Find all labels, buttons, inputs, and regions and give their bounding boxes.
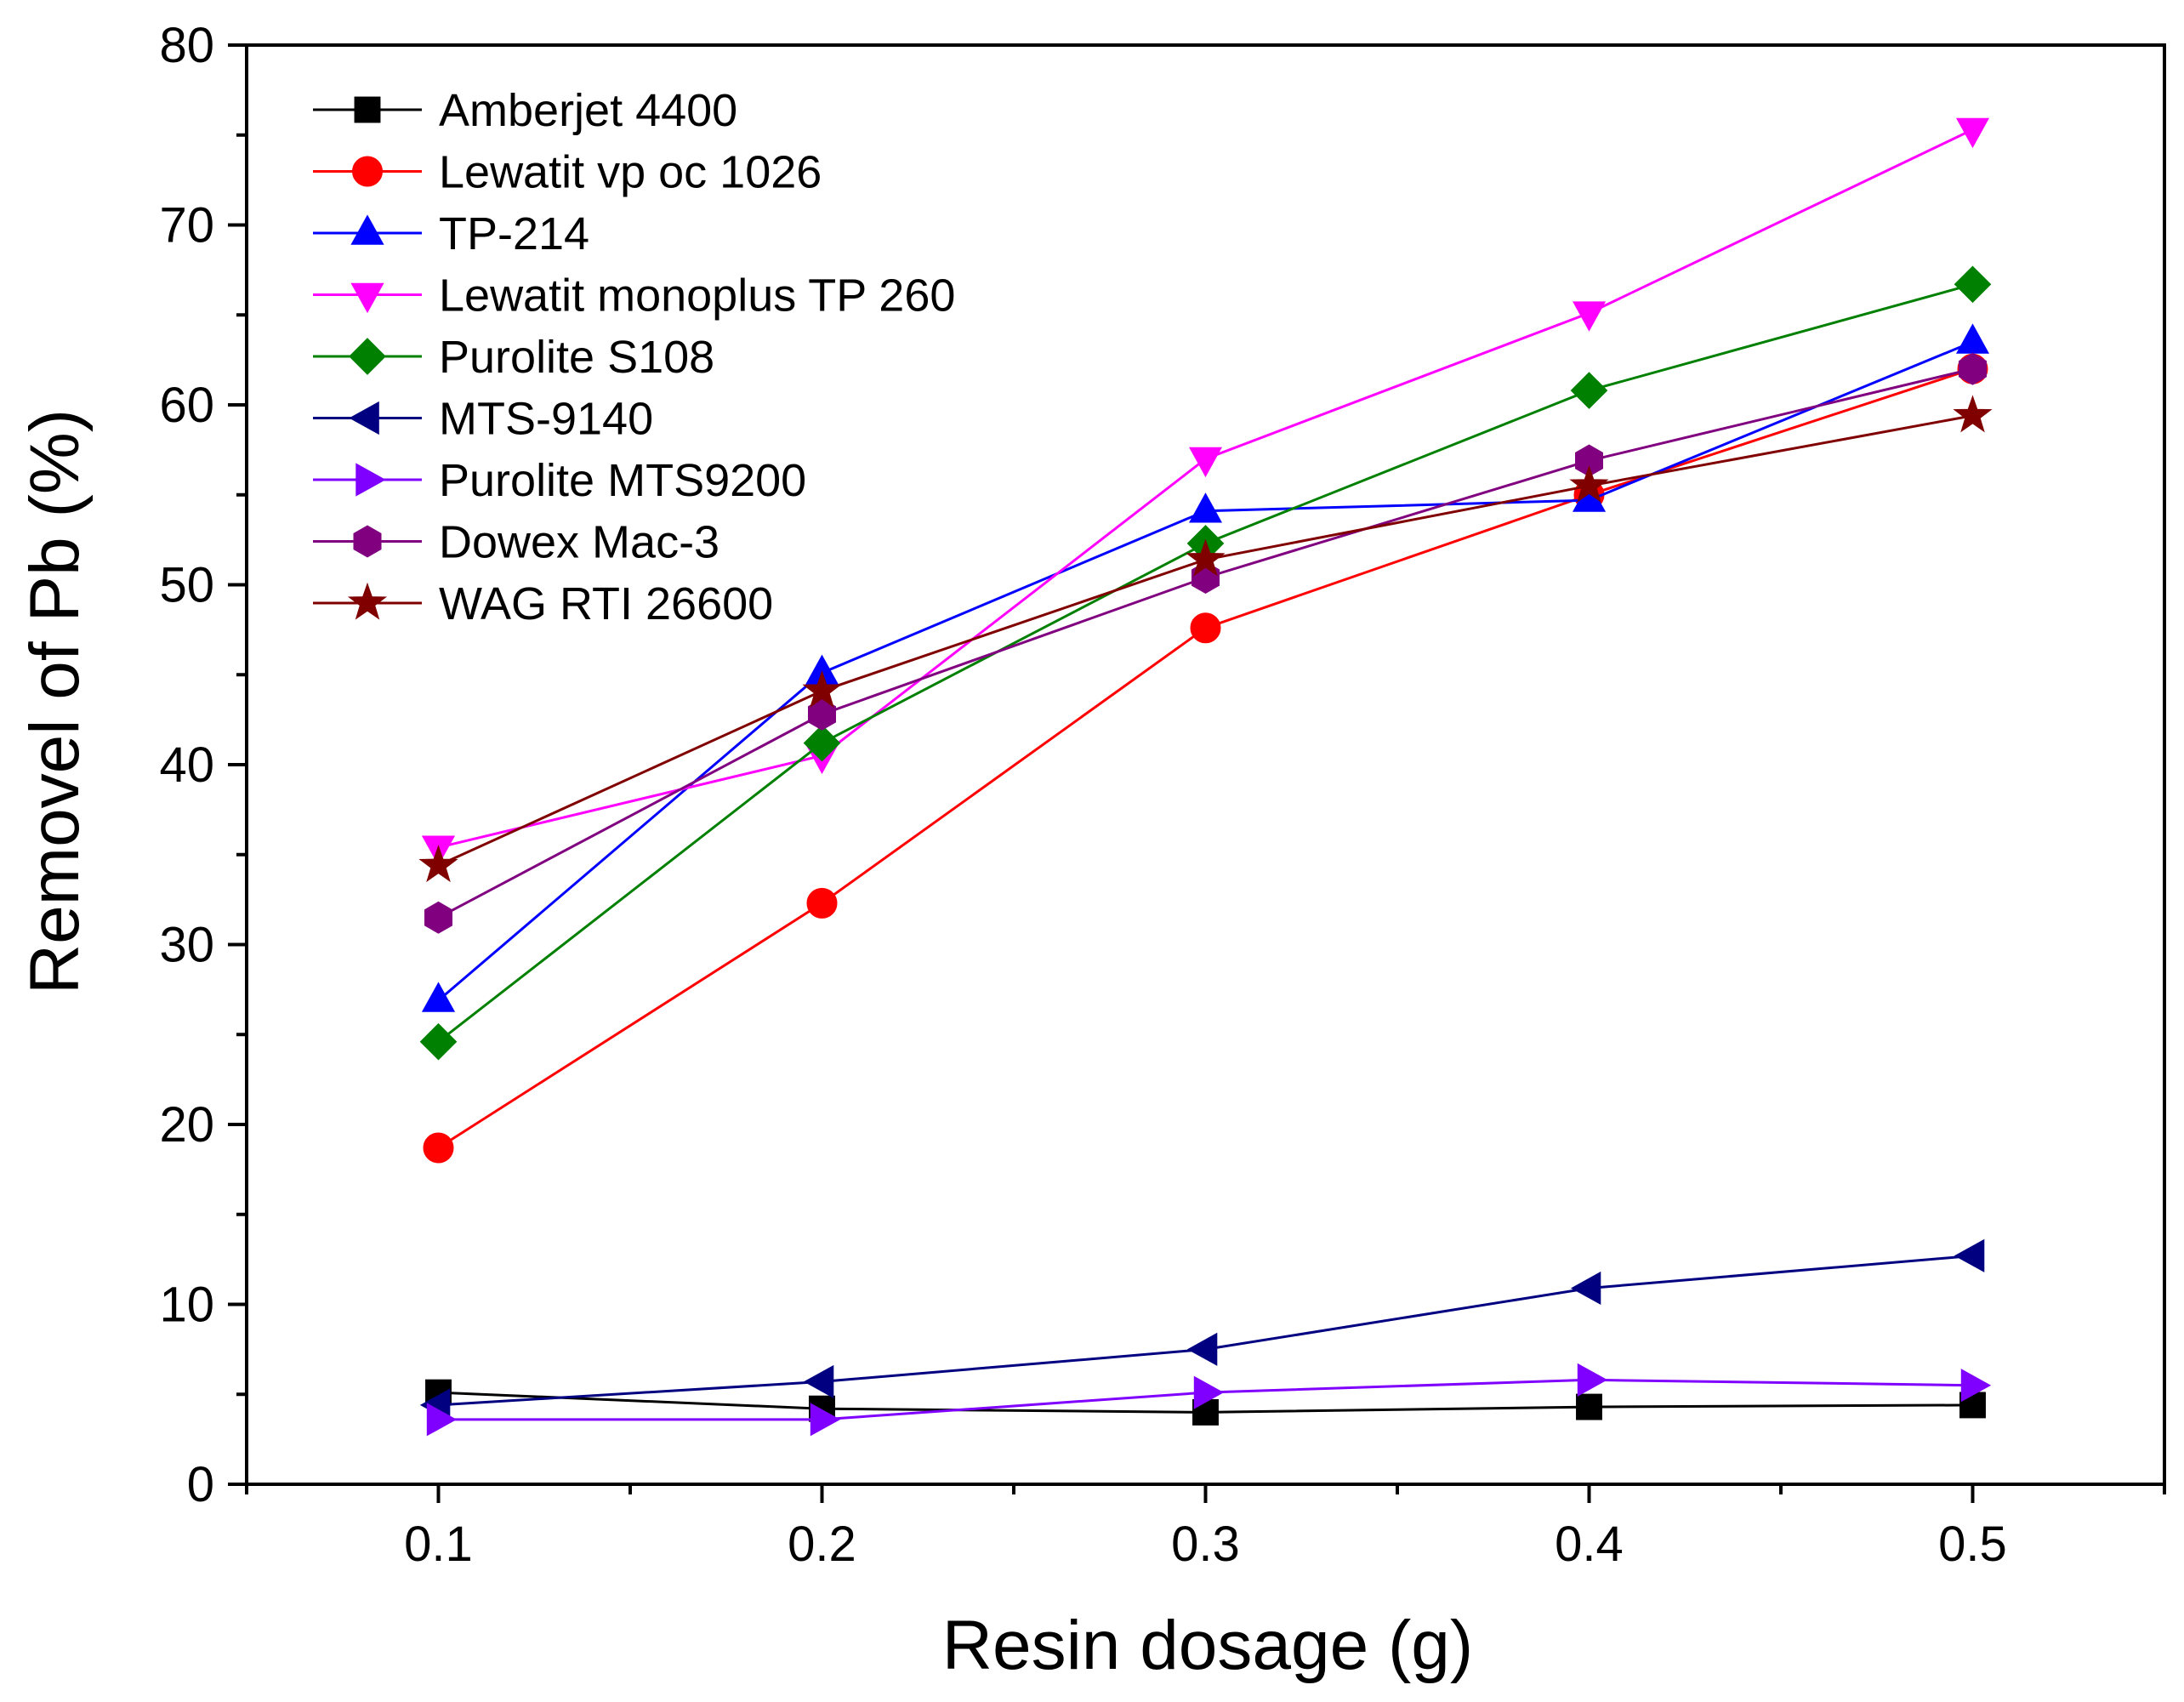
- legend-entry: Purolite MTS9200: [313, 455, 806, 506]
- legend-marker: [355, 463, 386, 497]
- data-point: [426, 1403, 458, 1437]
- legend-marker: [354, 96, 381, 123]
- data-point: [1186, 1332, 1218, 1366]
- series-purolite-mts9200: [426, 1363, 1992, 1437]
- series-dowex-mac-3: [424, 352, 1987, 934]
- data-point: [1190, 612, 1221, 644]
- data-point: [418, 845, 458, 883]
- y-tick-label: 20: [159, 1097, 214, 1153]
- data-point: [1576, 1393, 1602, 1420]
- legend-entry: Purolite S108: [313, 332, 714, 383]
- data-point: [1960, 1369, 1992, 1403]
- series-lewatit-monoplus-tp-260: [421, 117, 1989, 866]
- data-point: [421, 982, 456, 1012]
- data-point: [803, 724, 841, 762]
- series-amberjet-4400: [425, 1379, 1986, 1426]
- legend-label: Lewatit vp oc 1026: [439, 147, 822, 198]
- legend-marker: [352, 156, 383, 187]
- x-tick-label: 0.5: [1938, 1517, 2007, 1572]
- y-tick-label: 80: [159, 18, 214, 73]
- series-purolite-s108: [419, 265, 1992, 1061]
- data-point: [419, 1022, 458, 1061]
- plot-frame: [245, 43, 2166, 1486]
- data-point: [423, 1132, 454, 1164]
- data-point: [1954, 1238, 1985, 1272]
- y-tick-label: 0: [187, 1457, 214, 1512]
- y-tick-label: 40: [159, 737, 214, 793]
- data-point: [1189, 447, 1222, 478]
- series-line: [437, 340, 1974, 1002]
- y-tick-label: 60: [159, 378, 214, 433]
- legend-label: TP-214: [439, 208, 589, 259]
- y-tick-label: 50: [159, 558, 214, 613]
- data-point: [1956, 117, 1989, 149]
- legend-entry: Lewatit monoplus TP 260: [313, 270, 955, 322]
- y-tick-label: 30: [159, 918, 214, 973]
- y-tick-label: 70: [159, 198, 214, 253]
- legend-label: Lewatit monoplus TP 260: [439, 270, 955, 322]
- legend-entry: MTS-9140: [313, 394, 653, 445]
- data-point: [806, 887, 838, 919]
- legend-label: Purolite MTS9200: [439, 455, 806, 506]
- data-point: [808, 697, 836, 731]
- data-point: [1953, 395, 1993, 433]
- series-tp-214: [421, 323, 1989, 1012]
- legend-entry: TP-214: [313, 208, 589, 259]
- legend-entry: Amberjet 4400: [313, 85, 737, 136]
- series-line: [437, 282, 1973, 1043]
- legend-marker: [349, 338, 386, 375]
- data-point: [1959, 352, 1987, 385]
- x-tick-label: 0.4: [1555, 1517, 1624, 1572]
- legend-label: WAG RTI 26600: [439, 578, 773, 629]
- legend-entry: Dowex Mac-3: [313, 517, 719, 568]
- legend-entry: WAG RTI 26600: [313, 578, 773, 629]
- x-tick-label: 0.1: [404, 1517, 473, 1572]
- axes: 0 10 20 30 40 50 60 70 80 0.1 0.2 0.3 0.4 0.5: [159, 18, 2166, 1572]
- legend: Amberjet 4400 Lewatit vp oc 1026 TP-214 Lew…: [313, 85, 955, 629]
- legend-marker: [353, 525, 382, 558]
- data-point: [1193, 1375, 1225, 1409]
- legend-label: Amberjet 4400: [439, 85, 737, 136]
- legend-marker: [350, 214, 384, 245]
- data-point: [1954, 265, 1992, 304]
- data-point: [1570, 372, 1608, 409]
- data-point: [803, 1364, 834, 1398]
- data-point: [1573, 301, 1607, 332]
- legend-entry: Lewatit vp oc 1026: [313, 147, 822, 198]
- legend-marker: [347, 582, 388, 620]
- y-tick-label: 10: [159, 1278, 214, 1333]
- data-point: [1569, 464, 1609, 503]
- legend-label: MTS-9140: [439, 394, 653, 445]
- series-layer: [418, 117, 1993, 1437]
- legend-label: Dowex Mac-3: [439, 517, 719, 568]
- data-point: [1577, 1363, 1608, 1397]
- legend-marker: [350, 282, 384, 314]
- x-tick-label: 0.2: [788, 1517, 856, 1572]
- legend-marker: [349, 401, 379, 435]
- x-tick-label: 0.3: [1171, 1517, 1240, 1572]
- data-point: [1189, 492, 1222, 523]
- data-point: [802, 669, 842, 708]
- legend-label: Purolite S108: [439, 332, 714, 383]
- x-axis-title: Resin dosage (g): [942, 1607, 1473, 1684]
- data-point: [1570, 1271, 1601, 1305]
- data-point: [1956, 323, 1989, 354]
- data-point: [810, 1403, 841, 1437]
- data-point: [1186, 538, 1226, 577]
- y-axis-title: Removel of Pb (%): [16, 409, 94, 994]
- series-wag-rti-26600: [418, 395, 1993, 883]
- data-point: [424, 901, 452, 934]
